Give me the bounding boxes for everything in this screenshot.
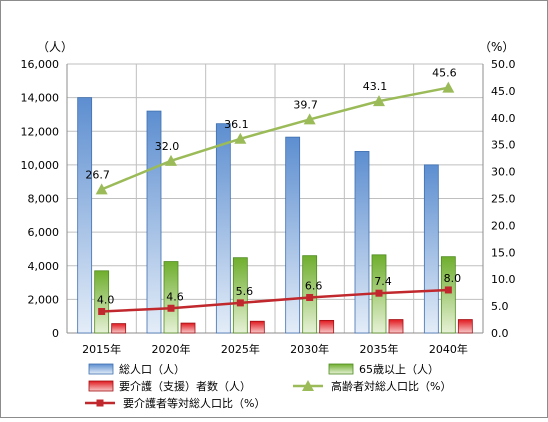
x-axis-ticks: 2015年 2020年 2025年 2030年 2035年 2040年 <box>82 342 468 356</box>
data-label: 26.7 <box>85 168 110 181</box>
point-square-3 <box>306 293 314 301</box>
bar-2-4 <box>388 319 404 334</box>
line-series-1 <box>101 288 449 313</box>
legend-label: 65歳以上（人） <box>359 363 439 376</box>
legend-swatch <box>328 363 354 375</box>
right-axis-ticks: 0.0 5.0 10.0 15.0 20.0 25.0 30.0 35.0 40.0 45.0 50… <box>491 58 516 340</box>
legend-label: 総人口（人） <box>119 362 185 376</box>
bar-0-0 <box>77 97 93 334</box>
left-axis-ticks: 0 2,000 4,000 6,000 8,000 10,000 12,000 14,000 1… <box>21 58 60 340</box>
right-tick-label: 40.0 <box>491 112 516 125</box>
bar-0-4 <box>354 151 370 334</box>
bar-2-2 <box>249 320 265 334</box>
point-square-4 <box>375 289 383 297</box>
right-tick-label: 10.0 <box>491 273 516 286</box>
right-tick-label: 25.0 <box>491 193 516 206</box>
left-tick-label: 0 <box>52 327 59 340</box>
lines <box>95 81 455 315</box>
right-tick-label: 0.0 <box>491 327 509 340</box>
gridlines <box>66 63 484 334</box>
bar-2-1 <box>180 322 196 334</box>
legend-label: 要介護者等対総人口比（%） <box>123 396 265 410</box>
point-triangle-0 <box>95 183 108 195</box>
bar-1-0 <box>94 270 110 334</box>
x-tick-label: 2025年 <box>221 342 260 356</box>
point-square-2 <box>236 299 244 307</box>
data-label: 7.4 <box>374 275 392 288</box>
bar-0-2 <box>215 123 231 334</box>
right-tick-label: 15.0 <box>491 246 516 259</box>
data-label: 6.6 <box>305 279 323 292</box>
left-tick-label: 2,000 <box>28 293 60 306</box>
right-tick-label: 45.0 <box>491 85 516 98</box>
bar-1-2 <box>232 257 248 334</box>
right-tick-label: 20.0 <box>491 219 516 232</box>
data-label: 43.1 <box>363 80 388 93</box>
right-tick-label: 50.0 <box>491 58 516 71</box>
bar-1-1 <box>163 261 179 334</box>
legend: 総人口（人） 65歳以上（人） 要介護（支援）者数（人） 高齢者対総人口比（%） 要介護… <box>85 362 451 410</box>
data-label: 4.6 <box>166 290 184 303</box>
legend-swatch <box>88 363 114 375</box>
right-tick-label: 5.0 <box>491 300 509 313</box>
x-tick-label: 2020年 <box>152 342 191 356</box>
data-labels: 26.7 32.0 36.1 39.7 43.1 45.6 4.0 4.6 5.6 6.6 7.4 8… <box>85 67 461 307</box>
bar-1-5 <box>440 256 456 334</box>
x-tick-label: 2035年 <box>360 342 399 356</box>
point-square-1 <box>167 304 175 312</box>
right-tick-label: 35.0 <box>491 139 516 152</box>
x-tick-label: 2040年 <box>429 342 468 356</box>
point-square-0 <box>98 307 106 315</box>
legend-swatch <box>88 380 114 392</box>
x-tick-label: 2015年 <box>82 342 121 356</box>
data-label: 4.0 <box>97 293 115 306</box>
point-triangle-2 <box>234 132 247 144</box>
bar-2-3 <box>319 319 335 334</box>
data-label: 5.6 <box>236 285 254 298</box>
left-tick-label: 4,000 <box>28 260 60 273</box>
legend-label: 要介護（支援）者数（人） <box>119 379 251 393</box>
point-triangle-1 <box>165 154 177 166</box>
left-tick-label: 16,000 <box>21 58 60 71</box>
left-tick-label: 12,000 <box>21 125 60 138</box>
right-tick-label: 30.0 <box>491 166 516 179</box>
data-label: 8.0 <box>444 272 462 285</box>
x-tick-label: 2030年 <box>290 342 329 356</box>
legend-label: 高齢者対総人口比（%） <box>331 379 451 393</box>
point-square-5 <box>444 286 452 294</box>
point-triangle-3 <box>303 113 316 125</box>
line-series-0 <box>101 86 449 191</box>
bar-0-5 <box>423 164 439 334</box>
left-axis-unit: （人） <box>37 40 73 54</box>
data-label: 39.7 <box>293 98 318 111</box>
data-label: 45.6 <box>432 67 457 80</box>
bar-2-5 <box>457 319 473 334</box>
data-label: 36.1 <box>224 118 249 131</box>
left-tick-label: 8,000 <box>28 193 60 206</box>
data-label: 32.0 <box>155 140 180 153</box>
point-triangle-4 <box>373 95 385 107</box>
bar-2-0 <box>111 323 127 334</box>
left-tick-label: 14,000 <box>21 92 60 105</box>
bar-0-3 <box>285 136 301 334</box>
legend-marker-triangle <box>302 380 314 391</box>
left-tick-label: 6,000 <box>28 226 60 239</box>
left-tick-label: 10,000 <box>21 159 60 172</box>
right-axis-unit: （%） <box>479 40 514 54</box>
point-triangle-5 <box>442 81 455 93</box>
legend-marker-square <box>96 399 104 407</box>
